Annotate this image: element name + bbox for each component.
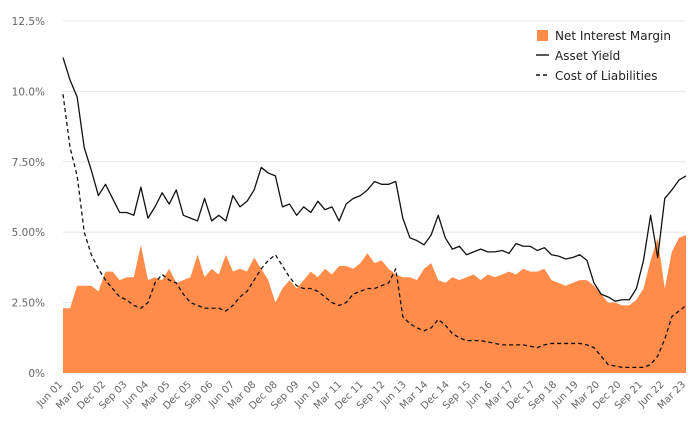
cost-of-liabilities-line [62, 94, 687, 369]
y-tick-label: 7.50% [12, 157, 45, 169]
legend-swatch-nim [537, 30, 548, 41]
y-tick-label: 12.5% [12, 16, 45, 28]
legend-label-cost: Cost of Liabilities [555, 69, 658, 83]
series-lines [62, 57, 687, 369]
nim-area [63, 235, 686, 373]
legend-label-nim: Net Interest Margin [555, 29, 671, 43]
nim-area-path [63, 235, 686, 373]
y-tick-label: 5.00% [12, 227, 45, 239]
y-tick-label: 10.0% [12, 86, 45, 98]
y-axis-ticks: 0% 2.50% 5.00% 7.50% 10.0% 12.5% [12, 16, 45, 380]
y-tick-label: 2.50% [12, 298, 45, 310]
asset-yield-line [62, 57, 687, 302]
legend-label-asset: Asset Yield [555, 49, 620, 63]
legend: Net Interest Margin Asset Yield Cost of … [536, 29, 671, 83]
y-tick-label: 0% [28, 368, 45, 380]
